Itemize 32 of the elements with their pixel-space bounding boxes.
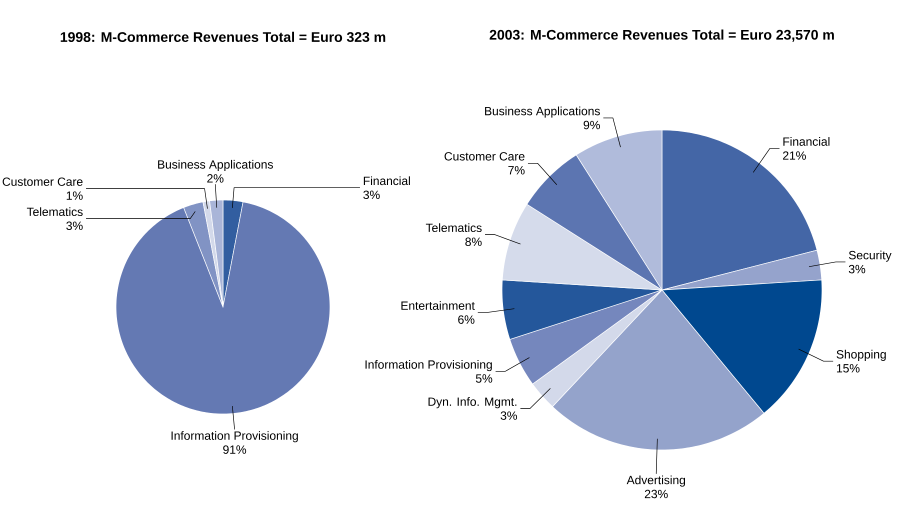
data-label: 15% (836, 364, 860, 373)
slice-label: Entertainment (401, 301, 475, 310)
chart-title: 2003: M-Commerce Revenues Total = Euro 23,570 m (490, 29, 834, 42)
slice-label: Telematics (26, 207, 83, 216)
data-label: 9% (584, 120, 600, 130)
data-label: 8% (465, 238, 482, 246)
slice-label: Shopping (836, 350, 886, 361)
slice-label: Customer Care (444, 152, 524, 161)
slice-label: Business Applications (158, 160, 273, 172)
data-label: 91% (223, 445, 246, 454)
data-label: 3% (500, 411, 518, 420)
data-label: 3% (363, 190, 380, 200)
slice-label: Information Provisioning (366, 360, 492, 372)
slice-label: Business Applications (485, 106, 600, 118)
slice-label: Advertising (626, 475, 686, 487)
slice-label: Financial (783, 137, 830, 146)
slice-label: Customer Care (2, 177, 83, 186)
data-label: 3% (66, 222, 83, 230)
data-label: 5% (476, 374, 492, 383)
data-label: 7% (508, 166, 525, 174)
data-label: 2% (207, 174, 224, 183)
slice-label: Dyn. Info. Mgmt. (428, 397, 516, 408)
slice-label: Telematics (426, 223, 482, 232)
slice-label: Financial (364, 176, 410, 186)
chart-title: 1998: M-Commerce Revenues Total = Euro 323 m (60, 32, 386, 42)
slice-label: Security (848, 250, 892, 262)
data-label: 3% (848, 264, 866, 274)
data-label: 6% (458, 315, 474, 324)
slice-label: Information Provisioning (172, 431, 298, 442)
data-label: 21% (783, 151, 806, 160)
data-label: 23% (644, 490, 668, 498)
data-label: 1% (66, 191, 83, 200)
